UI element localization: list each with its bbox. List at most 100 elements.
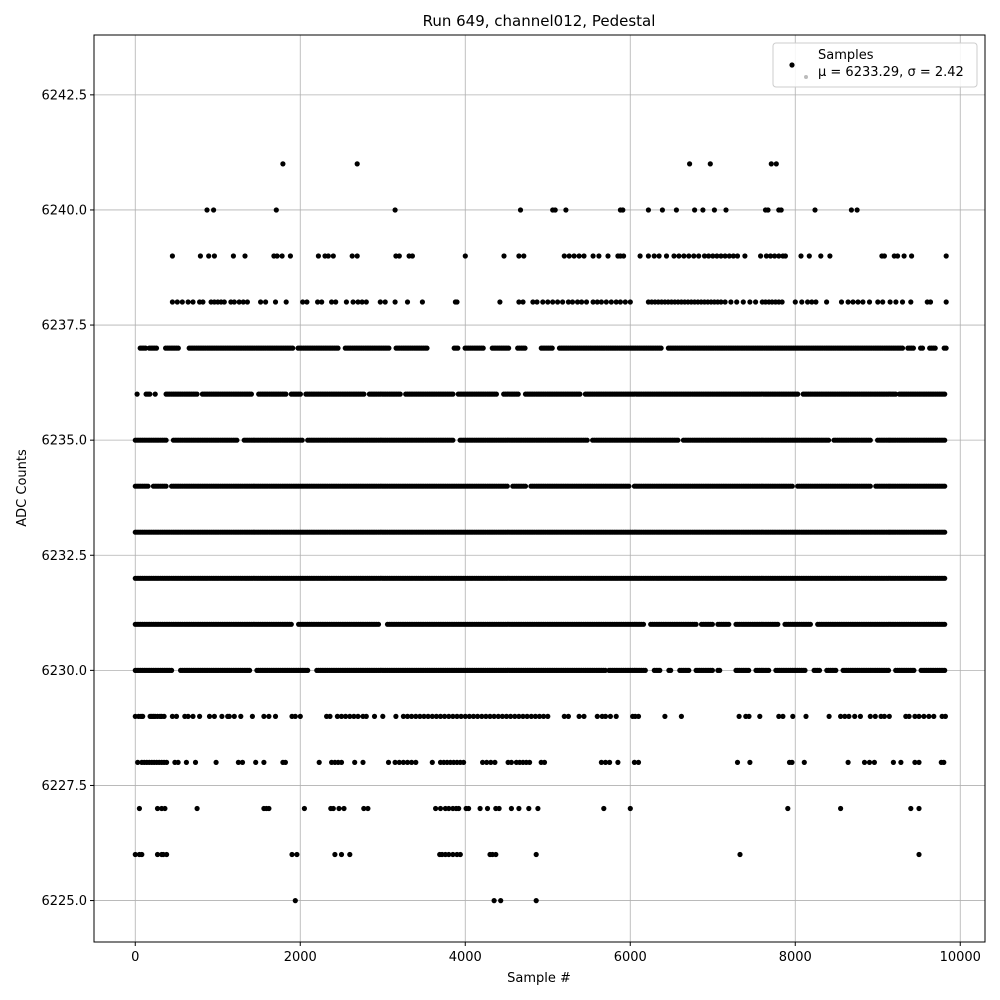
data-point <box>803 713 809 720</box>
data-point <box>466 713 472 720</box>
data-point <box>404 299 411 305</box>
data-point <box>780 713 786 720</box>
data-point <box>692 207 698 213</box>
data-point <box>400 759 406 766</box>
data-point <box>292 713 298 720</box>
data-point <box>730 253 737 259</box>
data-point <box>235 759 241 766</box>
data-point <box>916 805 922 812</box>
data-point <box>392 299 398 305</box>
data-point <box>603 299 609 305</box>
data-point <box>396 253 402 259</box>
data-point <box>718 299 724 305</box>
data-point <box>590 299 596 305</box>
data-point <box>812 207 818 213</box>
data-point <box>737 851 743 858</box>
data-point <box>360 759 366 766</box>
data-point <box>942 483 948 489</box>
data-point <box>605 253 611 259</box>
data-point <box>569 299 576 305</box>
data-point <box>392 207 398 213</box>
data-point <box>908 299 914 305</box>
data-point <box>409 713 415 720</box>
data-point <box>613 713 619 720</box>
data-point <box>747 759 753 766</box>
data-point <box>299 437 305 443</box>
data-point <box>576 713 582 720</box>
data-point <box>446 805 452 812</box>
data-point <box>421 713 427 720</box>
legend-marker-secondary <box>804 75 808 79</box>
data-point <box>230 253 236 259</box>
data-point <box>701 253 708 259</box>
data-point <box>626 483 632 489</box>
data-point <box>711 207 718 213</box>
data-point <box>746 667 752 674</box>
data-point <box>736 713 742 720</box>
data-point <box>497 299 503 305</box>
data-point <box>846 713 852 720</box>
data-point <box>329 299 335 305</box>
data-point <box>550 299 556 305</box>
data-point <box>135 759 141 766</box>
data-point <box>631 759 638 766</box>
data-point <box>336 805 342 812</box>
data-point <box>801 759 807 766</box>
data-point <box>942 621 948 627</box>
legend: Samples μ = 6233.29, σ = 2.42 <box>772 42 978 88</box>
data-point <box>931 713 937 720</box>
data-point <box>332 851 338 858</box>
x-tick-label: 4000 <box>449 950 482 965</box>
data-point <box>484 759 490 766</box>
data-point <box>782 253 789 259</box>
data-point <box>565 299 572 305</box>
data-point <box>236 299 242 305</box>
data-point <box>533 898 539 904</box>
data-point <box>881 713 888 720</box>
data-point <box>885 667 892 674</box>
data-point <box>555 299 561 305</box>
data-point <box>240 299 246 305</box>
data-point <box>349 253 355 259</box>
data-point <box>512 713 518 720</box>
data-point <box>450 391 456 397</box>
data-point <box>818 253 824 259</box>
data-point <box>315 299 321 305</box>
data-point <box>200 299 206 305</box>
data-point <box>943 299 949 305</box>
data-point <box>663 253 670 259</box>
data-point <box>707 161 713 167</box>
data-point <box>316 759 322 766</box>
data-point <box>462 253 468 259</box>
data-point <box>154 805 161 812</box>
data-point <box>419 299 425 305</box>
data-point <box>145 483 151 489</box>
data-point <box>579 299 585 305</box>
data-point <box>813 299 819 305</box>
data-point <box>571 253 577 259</box>
data-point <box>656 253 662 259</box>
data-point <box>409 759 415 766</box>
data-point <box>516 299 522 305</box>
data-point <box>272 299 279 305</box>
data-point <box>462 713 468 720</box>
data-point <box>838 299 845 305</box>
data-point <box>576 253 582 259</box>
data-point <box>305 667 311 674</box>
data-point <box>292 898 298 904</box>
data-point <box>912 713 918 720</box>
data-point <box>541 713 547 720</box>
data-point <box>375 621 382 627</box>
data-point <box>645 207 652 213</box>
data-point <box>417 713 423 720</box>
data-point <box>615 759 621 766</box>
data-point <box>758 253 764 259</box>
data-point <box>484 805 491 812</box>
data-point <box>734 299 740 305</box>
data-point <box>675 437 681 443</box>
data-point <box>350 299 356 305</box>
data-point <box>789 759 795 766</box>
data-point <box>480 345 486 351</box>
data-point <box>498 898 504 904</box>
data-point <box>361 805 367 812</box>
